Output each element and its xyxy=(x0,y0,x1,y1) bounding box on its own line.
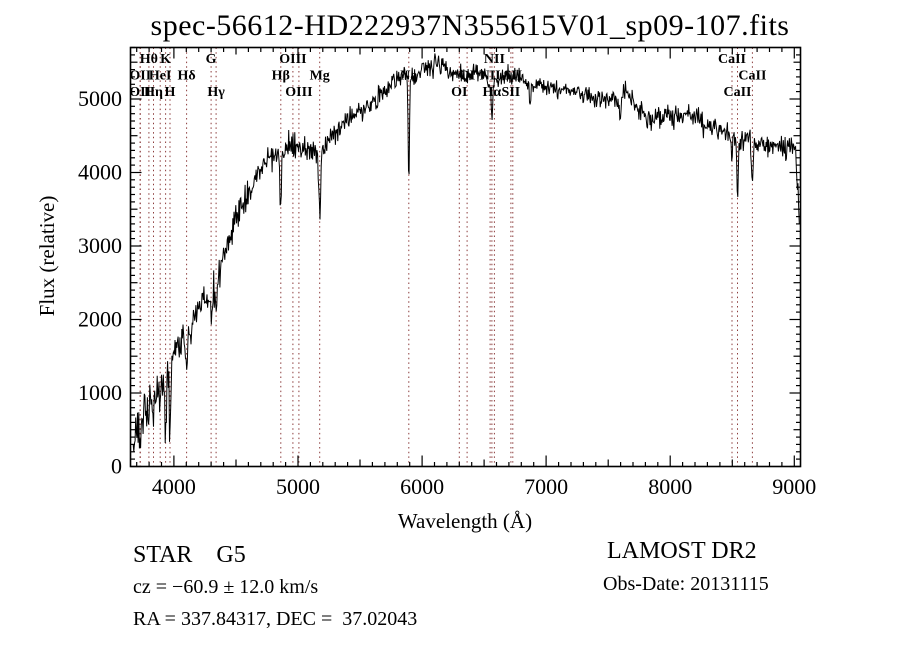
x-tick-label: 9000 xyxy=(772,474,816,499)
spectral-line-label: CaII xyxy=(738,69,766,84)
spectral-line-label: Hβ xyxy=(272,69,290,84)
spectral-line-label: OIII xyxy=(279,52,306,67)
tick-labels-group: 4000 5000 6000 7000 8000 9000 0 1000 2000 3000 400… xyxy=(78,86,816,499)
y-tick-label: 5000 xyxy=(78,86,122,111)
spectral-line-label: NII xyxy=(484,52,505,67)
spectral-line-label: Mg xyxy=(310,69,330,84)
x-tick-label: 7000 xyxy=(524,474,568,499)
spectral-line-label: K xyxy=(160,52,171,67)
spectral-line-label: Hδ xyxy=(178,69,196,84)
spectral-line-label: Hα xyxy=(483,85,502,100)
spectral-line-label: CaII xyxy=(723,85,751,100)
spectral-line-label: OII xyxy=(129,85,151,100)
x-tick-label: 4000 xyxy=(152,474,196,499)
spectral-line-label: OIII xyxy=(285,85,312,100)
y-tick-label: 3000 xyxy=(78,233,122,258)
axis-ticks-group xyxy=(130,46,801,468)
radec-annotation: RA = 337.84317, DEC = 37.02043 xyxy=(133,608,417,630)
spectral-line-label: H xyxy=(165,85,176,100)
obsdate-annotation: Obs-Date: 20131115 xyxy=(603,573,769,595)
spectral-line-label: OI xyxy=(451,85,467,100)
spectrum-trace xyxy=(132,53,800,452)
spectral-line-label: CaII xyxy=(718,52,746,67)
spectral-line-label: Hη xyxy=(144,85,163,100)
y-tick-label: 4000 xyxy=(78,160,122,185)
x-tick-label: 8000 xyxy=(648,474,692,499)
spectral-line-label: SII xyxy=(502,85,521,100)
x-axis-label: Wavelength (Å) xyxy=(398,509,532,533)
y-axis-label: Flux (relative) xyxy=(35,196,59,317)
spectral-line-label: OII xyxy=(129,69,151,84)
spectral-line-label: Hθ xyxy=(140,52,158,67)
y-tick-label: 0 xyxy=(111,454,122,479)
plot-frame xyxy=(129,46,802,468)
spectral-line-markers-group xyxy=(139,47,753,467)
y-tick-label: 2000 xyxy=(78,307,122,332)
plot-title: spec-56612-HD222937N355615V01_sp09-107.f… xyxy=(151,9,790,42)
survey-annotation: LAMOST DR2 xyxy=(607,538,757,564)
class-annotation: STAR G5 xyxy=(133,542,246,568)
spectral-line-label: G xyxy=(206,52,217,67)
x-tick-label: 5000 xyxy=(276,474,320,499)
x-tick-label: 6000 xyxy=(400,474,444,499)
y-tick-label: 1000 xyxy=(78,380,122,405)
spectral-line-label: Hγ xyxy=(207,85,225,100)
cz-annotation: cz = −60.9 ± 12.0 km/s xyxy=(133,576,318,598)
spectral-line-label: HeI xyxy=(149,69,172,84)
